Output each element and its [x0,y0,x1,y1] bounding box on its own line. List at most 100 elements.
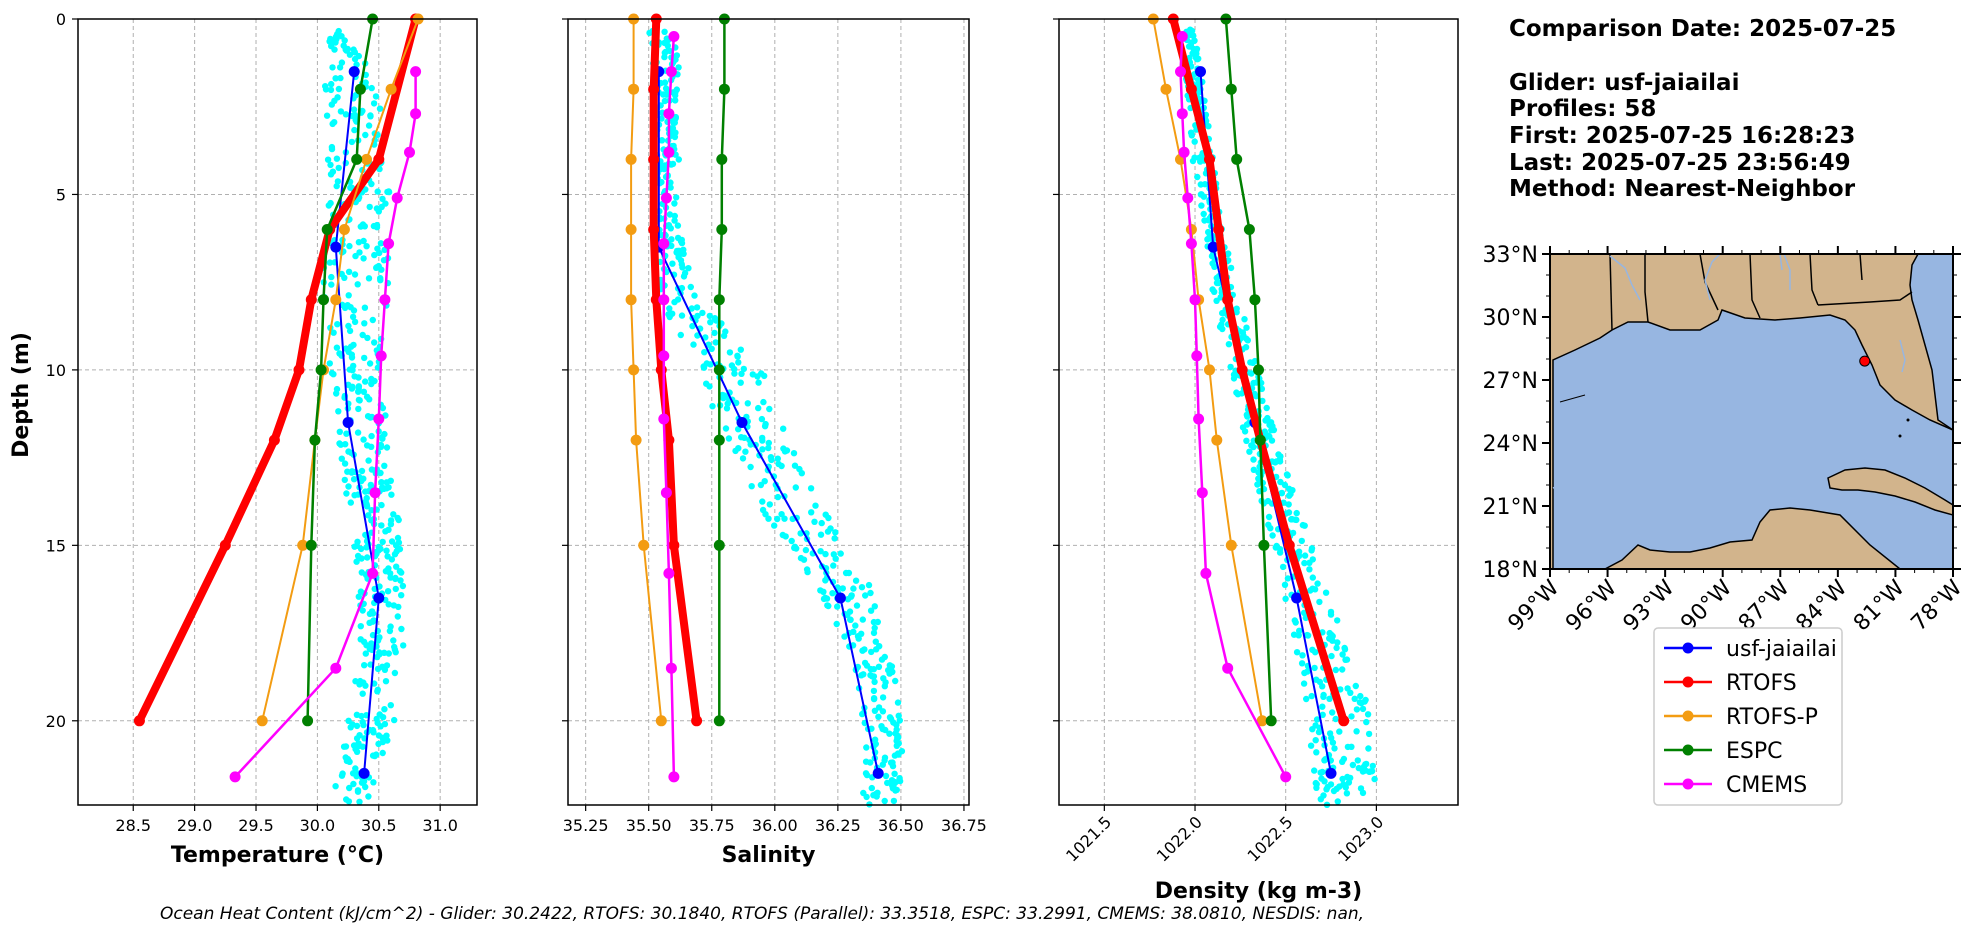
series-rtofs [1167,13,1350,727]
first-time: First: 2025-07-25 16:28:23 [1509,123,1855,149]
series-point-rtofs [373,153,385,165]
salinity-panel: 35.25 35.50 35.75 36.00 36.25 36.50 36.75 Salin… [562,13,987,868]
series-point-espc [1253,364,1264,376]
glider-obs-point [1263,404,1270,412]
map-lat-label: 24°N [1483,432,1538,457]
series-espc [713,13,730,727]
series-point-rtofs [1236,364,1248,376]
series-point-cmems [1176,108,1188,120]
series-point-cmems [369,487,381,499]
series-point-espc [713,364,725,376]
glider-obs-point [661,97,669,105]
glider-obs-point [377,545,384,553]
glider-obs-point [893,742,900,749]
glider-obs-point [1250,466,1258,473]
glider-obs-point [792,484,799,491]
glider-obs-point [839,585,846,592]
glider-obs-point [1250,379,1257,387]
y-tick-label: 15 [46,536,66,555]
series-point-rtofs-p [625,224,637,235]
glider-obs-point [398,625,405,633]
glider-obs-point [1342,656,1349,663]
glider-obs-point [1333,785,1340,792]
temperature-panel: 28.5 29.0 29.5 30.0 30.5 31.0 0 5 10 15 20 Temperat… [46,10,478,868]
glider-obs-point [670,119,677,127]
glider-obs-point [1225,341,1233,348]
glider-obs-point [1238,390,1246,397]
series-point-cmems [410,108,422,120]
glider-obs-point [351,271,359,278]
glider-obs-point [694,312,701,320]
density-panel: 1021.5 1022.0 1022.5 1023.0 Density (kg m-3) [1053,13,1459,904]
glider-obs-point [359,690,366,697]
glider-obs-point [385,601,392,608]
glider-obs-point [731,370,738,377]
glider-obs-point [360,255,367,262]
glider-obs-point [774,493,782,501]
series-point-espc [309,434,321,446]
glider-obs-point [876,643,883,650]
x-tick-label: 1022.5 [1244,812,1297,865]
glider-obs-point [1282,595,1289,602]
glider-obs-point [376,651,383,658]
series-point-espc [351,153,363,165]
glider-obs-point [667,184,674,191]
glider-obs-point [848,592,855,599]
glider-obs-point [1265,513,1273,521]
glider-obs-point [665,222,673,229]
glider-obs-point [1357,692,1364,700]
glider-obs-point [1197,158,1204,165]
glider-obs-point [671,217,678,224]
glider-obs-point [379,734,386,742]
glider-obs-point [1194,76,1202,84]
glider-obs-point [1254,481,1261,488]
glider-position-marker [1859,355,1871,367]
x-tick-label: 36.75 [941,816,987,835]
glider-obs-point [377,275,384,282]
glider-obs-point [371,251,378,259]
glider-obs-point [365,512,372,519]
glider-obs-point [759,446,766,453]
glider-obs-point [1333,644,1340,652]
glider-obs-point [1193,47,1200,54]
glider-obs-point [327,86,335,94]
glider-obs-point [1301,552,1309,559]
glider-obs-point [859,710,866,718]
glider-obs-point [326,38,333,45]
glider-obs-point [1311,664,1318,672]
glider-obs-point [363,494,370,502]
glider-obs-point [675,64,682,71]
series-point-rtofs-p [330,294,342,306]
series-point-usf-jaiailai [358,767,370,779]
glider-obs-point [757,481,765,489]
glider-obs-point [658,178,665,186]
series-point-cmems [660,487,672,499]
glider-obs-point [351,49,359,56]
info-block: Comparison Date: 2025-07-25 Glider: usf-… [1509,16,1896,202]
y-tick-label: 10 [46,361,66,380]
depth-axis-label: Depth (m) [9,332,34,458]
x-tick-label: 1021.5 [1062,812,1115,865]
last-time: Last: 2025-07-25 23:56:49 [1509,150,1851,176]
glider-obs-point [328,281,335,288]
series-point-rtofs-p [385,83,397,95]
glider-obs-point [362,131,369,139]
glider-obs-point [841,633,848,640]
glider-obs-point [742,448,749,455]
glider-obs-point [1200,210,1207,218]
legend-item-rtofs-p: RTOFS-P [1664,705,1818,730]
glider-obs-point [395,545,402,553]
glider-obs-point [1329,709,1336,716]
glider-obs-point [383,444,391,451]
series-point-cmems [229,771,241,783]
glider-obs-point [830,562,837,569]
glider-obs-point [1314,580,1321,587]
glider-obs-point [674,222,682,229]
glider-obs-point [393,563,400,570]
x-tick-label: 30.5 [361,816,397,835]
glider-obs-point [360,436,367,443]
glider-obs-point [661,28,668,35]
glider-obs-point [759,437,766,444]
glider-obs-point [1276,549,1284,556]
glider-obs-point [357,636,364,643]
